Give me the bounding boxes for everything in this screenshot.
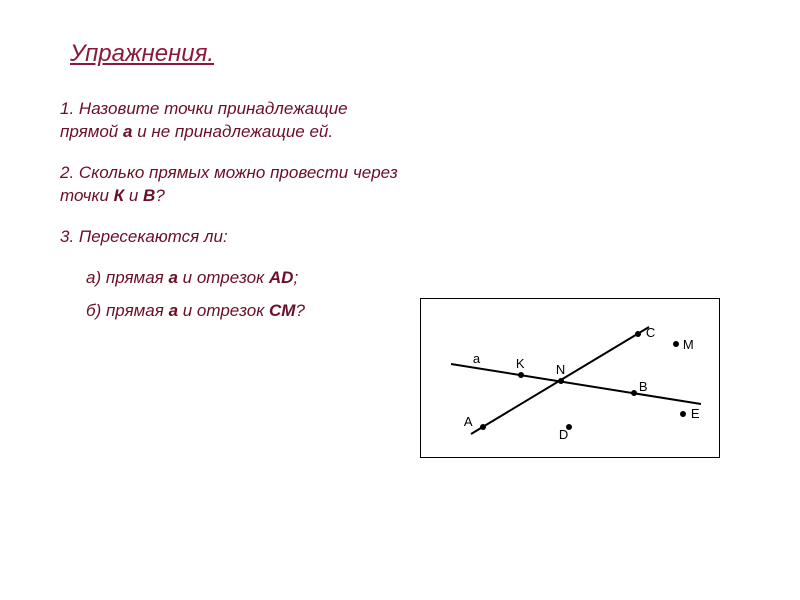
- page-title: Упражнения.: [70, 40, 750, 68]
- q1-num: 1.: [60, 99, 74, 118]
- question-3b: б) прямая а и отрезок СМ?: [86, 300, 400, 323]
- q2-pre: Сколько прямых можно провести через точк…: [60, 163, 398, 205]
- question-1: 1. Назовите точки принадлежащие прямой а…: [60, 98, 400, 144]
- q2-post: и: [124, 186, 143, 205]
- point-E: [680, 411, 686, 417]
- q1-post: и не принадлежащие ей.: [132, 122, 333, 141]
- point-M: [673, 341, 679, 347]
- q3b-b2: СМ: [269, 301, 295, 320]
- diagram-lines: [421, 299, 721, 459]
- q2-num: 2.: [60, 163, 74, 182]
- diagram-column: a K N C M B E A D: [420, 298, 750, 458]
- q2-tail: ?: [155, 186, 164, 205]
- q3a-pre: а) прямая: [86, 268, 168, 287]
- questions-column: 1. Назовите точки принадлежащие прямой а…: [50, 98, 400, 458]
- point-A: [480, 424, 486, 430]
- label-N: N: [556, 362, 565, 377]
- label-M: M: [683, 337, 694, 352]
- q3b-mid: и отрезок: [178, 301, 269, 320]
- geometry-diagram: a K N C M B E A D: [420, 298, 720, 458]
- q3b-b1: а: [169, 301, 178, 320]
- point-C: [635, 331, 641, 337]
- label-C: C: [646, 325, 655, 340]
- question-3a: а) прямая а и отрезок АD;: [86, 267, 400, 290]
- q3a-b1: а: [168, 268, 177, 287]
- label-A: A: [464, 414, 473, 429]
- content-row: 1. Назовите точки принадлежащие прямой а…: [50, 98, 750, 458]
- label-a: a: [473, 351, 480, 366]
- point-K: [518, 372, 524, 378]
- q3a-mid: и отрезок: [178, 268, 269, 287]
- q3b-tail: ?: [295, 301, 304, 320]
- q3-pre: Пересекаются ли:: [74, 227, 227, 246]
- q2-bold1: К: [114, 186, 124, 205]
- q2-bold2: В: [143, 186, 155, 205]
- label-K: K: [516, 356, 525, 371]
- question-3: 3. Пересекаются ли:: [60, 226, 400, 249]
- label-D: D: [559, 427, 568, 442]
- q3a-tail: ;: [293, 268, 298, 287]
- q3b-pre: б) прямая: [86, 301, 169, 320]
- question-2: 2. Сколько прямых можно провести через т…: [60, 162, 400, 208]
- q3-num: 3.: [60, 227, 74, 246]
- label-E: E: [691, 406, 700, 421]
- point-B: [631, 390, 637, 396]
- q3a-b2: АD: [269, 268, 294, 287]
- point-N: [558, 378, 564, 384]
- label-B: B: [639, 379, 648, 394]
